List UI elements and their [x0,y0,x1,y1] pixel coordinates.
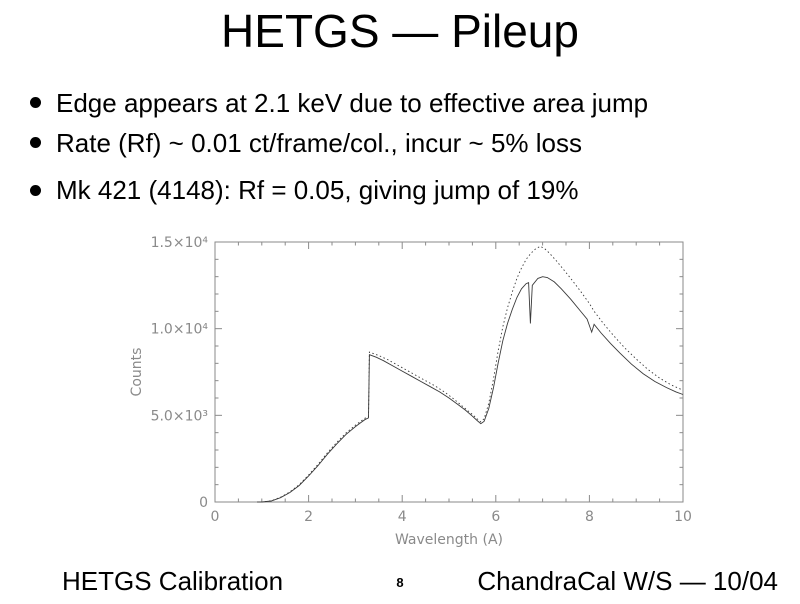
y-axis-label: Counts [129,348,145,397]
bullet-item-rate: Rate (Rf) ~ 0.01 ct/frame/col., incur ~ … [30,128,800,160]
chart-frame [214,241,684,503]
bullet-text: Edge appears at 2.1 keV due to effective… [56,88,649,118]
counts-dotted [257,245,684,503]
svg-text:1.0×10⁴: 1.0×10⁴ [151,322,209,338]
svg-text:8: 8 [585,509,594,525]
svg-text:10: 10 [674,509,692,525]
x-tick-labels: 0 2 4 6 8 10 [211,509,692,525]
svg-text:0: 0 [211,509,220,525]
footer-left-text: HETGS Calibration [62,566,284,596]
bullet-dot-icon [30,184,41,196]
bullet-dot-icon [30,137,41,149]
svg-text:1.5×10⁴: 1.5×10⁴ [151,235,209,251]
svg-text:4: 4 [398,509,407,525]
slide-footer: HETGS Calibration 8 ChandraCal W/S — 10/… [0,564,800,600]
bullet-item-mk421: Mk 421 (4148): Rf = 0.05, giving jump of… [30,175,800,207]
bullet-item-edge: Edge appears at 2.1 keV due to effective… [30,88,800,120]
y-axis-ticks [215,241,683,503]
svg-text:2: 2 [304,509,313,525]
footer-right-text: ChandraCal W/S — 10/04 [477,566,778,596]
bullet-dot-icon [30,97,41,109]
counts-vs-wavelength-chart: 0 2 4 6 8 10 0 5.0×10³ 1.0×10⁴ 1.5×10⁴ Wavelength … [129,235,692,548]
x-axis-label: Wavelength (A) [395,532,503,548]
page-number: 8 [396,575,404,590]
svg-text:6: 6 [491,509,500,525]
svg-text:0: 0 [199,495,208,511]
chart-area: 0 2 4 6 8 10 0 5.0×10³ 1.0×10⁴ 1.5×10⁴ Wavelength … [115,232,695,562]
bullet-text: Mk 421 (4148): Rf = 0.05, giving jump of… [56,175,579,206]
y-tick-labels: 0 5.0×10³ 1.0×10⁴ 1.5×10⁴ [151,235,209,511]
slide: HETGS — Pileup Edge appears at 2.1 keV d… [0,4,800,604]
series-lines [257,245,684,503]
svg-text:5.0×10³: 5.0×10³ [151,408,208,424]
bullet-list: Edge appears at 2.1 keV due to effective… [30,88,800,207]
counts-solid [257,276,684,503]
bullet-text: Rate (Rf) ~ 0.01 ct/frame/col., incur ~ … [56,127,582,158]
x-axis-ticks [214,242,684,502]
slide-title: HETGS — Pileup [221,5,579,57]
